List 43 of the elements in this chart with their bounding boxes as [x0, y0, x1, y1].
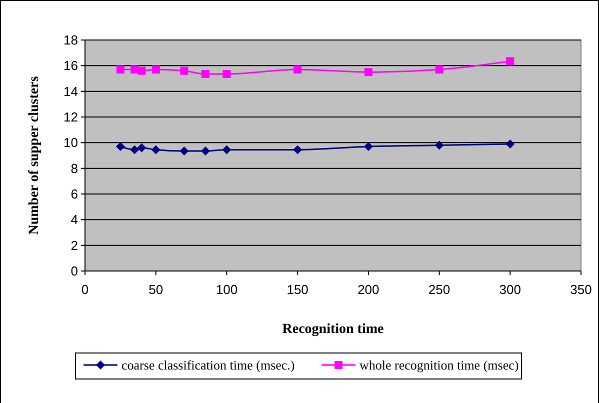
point	[294, 66, 302, 74]
point	[222, 70, 231, 78]
y-tick-label: 4	[70, 212, 78, 228]
point	[151, 145, 160, 154]
y-tick-label: 14	[64, 84, 78, 99]
y-tick-label: 16	[64, 58, 78, 74]
y-tick-label: 18	[64, 32, 78, 48]
point	[435, 66, 444, 74]
point	[180, 66, 188, 75]
x-tick-label: 200	[358, 282, 380, 297]
point	[364, 68, 372, 76]
point	[200, 146, 210, 156]
point	[180, 146, 189, 156]
x-tick-label: 50	[148, 282, 164, 297]
x-axis-title: Recognition time	[282, 322, 384, 337]
point	[137, 143, 146, 152]
point	[201, 70, 210, 78]
point	[116, 66, 124, 74]
point	[293, 145, 302, 154]
x-tick-label: 0	[81, 282, 89, 297]
y-tick-label: 10	[64, 135, 78, 150]
x-tick-label: 300	[499, 282, 521, 297]
point	[364, 142, 373, 152]
x-tick-label: 150	[286, 282, 308, 297]
point	[152, 66, 160, 74]
point	[116, 142, 125, 152]
y-tick-label: 2	[70, 238, 78, 253]
point	[222, 145, 232, 154]
y-tick-label: 0	[70, 264, 78, 279]
y-tick-label: 12	[64, 110, 78, 125]
legend-label: whole recognition time (msec)	[360, 358, 519, 373]
point	[506, 139, 515, 148]
x-tick-label: 100	[216, 282, 238, 297]
y-tick-label: 8	[70, 160, 78, 176]
legend-label: coarse classification time (msec.)	[122, 358, 295, 373]
point	[138, 66, 146, 75]
y-axis-title: Number of supper clusters	[27, 76, 42, 235]
point	[506, 57, 514, 66]
y-tick-label: 6	[70, 186, 78, 202]
point	[130, 145, 140, 154]
x-tick-label: 250	[428, 282, 450, 297]
point	[434, 140, 444, 150]
x-tick-label: 350	[570, 282, 592, 297]
